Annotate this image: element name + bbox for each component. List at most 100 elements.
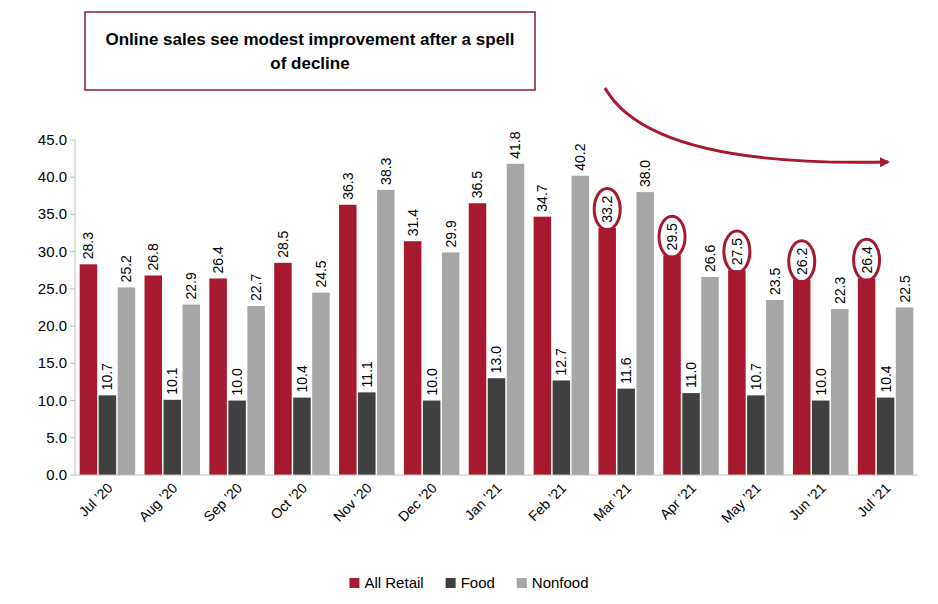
legend-swatch xyxy=(517,578,527,588)
y-tick-label: 25.0 xyxy=(38,280,67,297)
x-tick-label: Jul ’21 xyxy=(854,480,894,520)
x-tick-label: Jun ’21 xyxy=(786,480,829,523)
data-label: 25.2 xyxy=(118,255,134,282)
data-label: 10.4 xyxy=(878,365,894,392)
y-tick xyxy=(70,177,75,178)
bar xyxy=(812,401,830,475)
data-label: 22.7 xyxy=(248,274,264,301)
bar xyxy=(831,309,849,475)
x-tick-label: Oct ’20 xyxy=(267,480,310,523)
y-axis xyxy=(75,140,76,475)
data-label: 29.9 xyxy=(443,220,459,247)
bar xyxy=(747,395,765,475)
x-tick-label: Feb ’21 xyxy=(525,480,569,524)
data-label: 10.7 xyxy=(748,363,764,390)
chart: 0.05.010.015.020.025.030.035.040.045.028… xyxy=(0,0,938,604)
bar xyxy=(507,164,525,475)
bar xyxy=(145,275,163,475)
data-label: 26.8 xyxy=(145,243,161,270)
highlight-circle xyxy=(789,241,815,282)
y-tick xyxy=(70,251,75,252)
data-label: 27.5 xyxy=(729,238,745,265)
y-tick xyxy=(70,363,75,364)
data-label: 11.6 xyxy=(618,357,634,383)
y-tick xyxy=(70,326,75,327)
data-label: 10.1 xyxy=(164,367,180,394)
legend-label: Food xyxy=(461,574,495,591)
bar xyxy=(598,228,616,475)
bar xyxy=(358,392,376,475)
data-label: 10.4 xyxy=(294,365,310,392)
data-label: 40.2 xyxy=(572,143,588,170)
bar xyxy=(442,252,460,475)
bar xyxy=(617,389,635,475)
bar xyxy=(404,241,422,475)
bar xyxy=(377,190,395,475)
bar xyxy=(728,270,746,475)
bar xyxy=(682,393,700,475)
data-label: 36.5 xyxy=(470,171,486,198)
data-label: 26.6 xyxy=(702,245,718,272)
data-label: 34.7 xyxy=(534,184,550,211)
y-tick-label: 0.0 xyxy=(46,466,67,483)
x-tick-label: May ’21 xyxy=(718,480,764,526)
data-label: 41.8 xyxy=(508,131,524,158)
bars xyxy=(80,164,914,475)
data-label: 26.2 xyxy=(794,247,810,274)
data-label: 11.0 xyxy=(683,362,699,388)
y-tick xyxy=(70,400,75,401)
highlight-circle xyxy=(854,239,880,280)
data-label: 22.5 xyxy=(897,275,913,302)
data-label: 10.0 xyxy=(229,368,245,395)
data-label: 22.9 xyxy=(183,272,199,299)
bar xyxy=(99,395,117,475)
bar xyxy=(339,205,357,475)
data-label: 10.0 xyxy=(424,368,440,395)
bar xyxy=(572,176,590,475)
bar xyxy=(766,300,784,475)
y-tick-label: 20.0 xyxy=(38,317,67,334)
x-tick-label: Mar ’21 xyxy=(590,480,634,524)
data-label: 33.2 xyxy=(599,195,615,222)
x-axis xyxy=(75,475,918,476)
bar xyxy=(80,264,98,475)
x-tick-label: Sep ’20 xyxy=(200,480,245,525)
data-label: 31.4 xyxy=(405,209,421,236)
legend: All Retail Food Nonfood xyxy=(349,574,588,591)
title-box xyxy=(85,12,535,90)
bar xyxy=(701,277,719,475)
bar xyxy=(209,278,227,475)
legend-label: All Retail xyxy=(364,574,423,591)
bar xyxy=(312,293,330,475)
bar xyxy=(877,398,895,475)
bar xyxy=(164,400,182,475)
bar xyxy=(793,280,811,475)
data-label: 13.0 xyxy=(489,346,505,373)
y-tick xyxy=(70,475,75,476)
data-label: 10.7 xyxy=(99,363,115,390)
bar xyxy=(663,255,681,475)
y-tick xyxy=(70,437,75,438)
bar xyxy=(896,308,914,476)
data-label: 24.5 xyxy=(313,260,329,287)
data-label: 10.0 xyxy=(813,368,829,395)
legend-label: Nonfood xyxy=(532,574,589,591)
data-label: 23.5 xyxy=(767,268,783,295)
y-tick-label: 35.0 xyxy=(38,205,67,222)
bar xyxy=(274,263,292,475)
x-tick-label: Jul ’20 xyxy=(76,480,116,520)
x-tick-label: Aug ’20 xyxy=(136,480,181,525)
trend-arrow xyxy=(605,88,888,162)
data-label: 38.0 xyxy=(637,160,653,187)
data-label: 11.1 xyxy=(359,361,375,387)
highlight-circle xyxy=(724,231,750,272)
bar xyxy=(553,380,571,475)
highlight-circle xyxy=(594,189,620,230)
x-tick-label: Dec ’20 xyxy=(395,480,440,525)
data-label: 38.3 xyxy=(378,157,394,184)
bar xyxy=(183,305,201,475)
x-tick-label: Jan ’21 xyxy=(461,480,504,523)
bar xyxy=(247,306,265,475)
data-label: 22.3 xyxy=(832,277,848,304)
y-tick-label: 30.0 xyxy=(38,243,67,260)
